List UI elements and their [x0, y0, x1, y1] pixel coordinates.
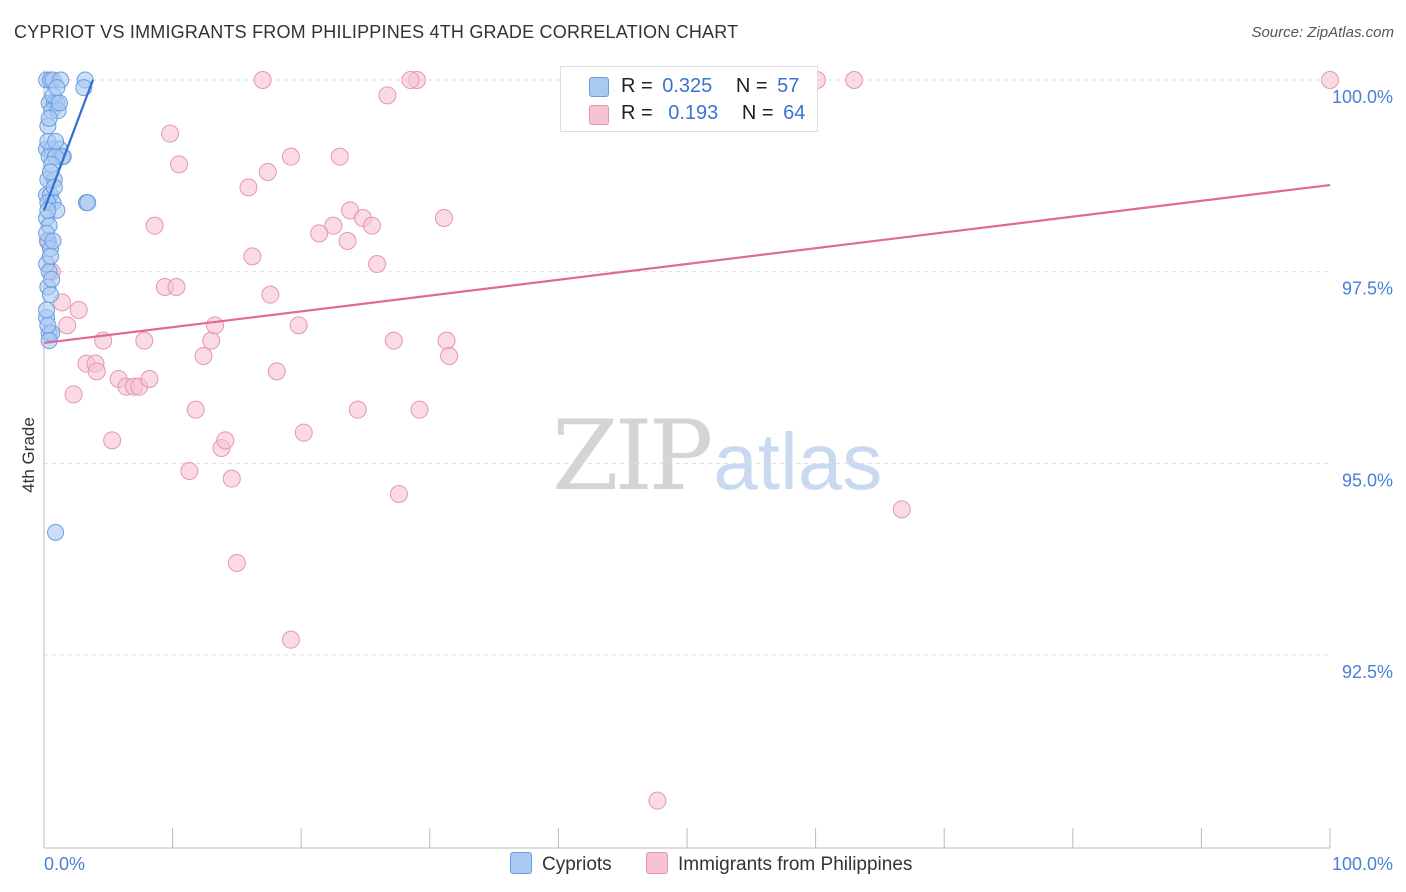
- philippines-point: [206, 316, 225, 335]
- chart-title: CYPRIOT VS IMMIGRANTS FROM PHILIPPINES 4…: [14, 22, 739, 42]
- cypriots-point: [79, 194, 97, 212]
- philippines-point: [845, 71, 864, 89]
- philippines-point: [258, 163, 277, 181]
- philippines-point: [58, 316, 77, 335]
- cypriots-n-value: 57: [777, 75, 800, 97]
- legend-philippines-swatch: [646, 852, 668, 874]
- cypriots-stats-row: R = 0.325 N = 57: [621, 75, 799, 98]
- legend-philippines-label: Immigrants from Philippines: [678, 854, 913, 875]
- philippines-point: [167, 278, 186, 296]
- philippines-point: [324, 216, 343, 235]
- philippines-point: [892, 500, 911, 519]
- cypriots-point: [50, 94, 68, 112]
- philippines-point: [440, 347, 459, 365]
- stats-legend: R = 0.325 N = 57 R = 0.193 N = 64: [560, 66, 818, 132]
- watermark-atlas: atlas: [713, 417, 883, 506]
- philippines-point: [222, 469, 241, 488]
- philippines-point: [384, 331, 403, 350]
- cypriots-point: [47, 523, 65, 541]
- philippines-point: [362, 216, 381, 235]
- philippines-point: [434, 209, 453, 227]
- legend-philippines[interactable]: Immigrants from Philippines: [646, 852, 912, 876]
- philippines-point: [294, 423, 313, 442]
- philippines-point: [310, 224, 329, 243]
- y-tick-label: 92.5%: [1342, 662, 1393, 682]
- y-axis-label: 4th Grade: [19, 417, 38, 493]
- philippines-point: [437, 331, 456, 350]
- legend-cypriots-swatch: [510, 852, 532, 874]
- philippines-point: [261, 285, 280, 304]
- philippines-stats-row: R = 0.193 N = 64: [621, 102, 805, 125]
- cypriots-point: [47, 132, 65, 150]
- axes: [43, 70, 1331, 849]
- philippines-point: [253, 71, 272, 89]
- watermark-zip: ZIP: [552, 400, 713, 512]
- philippines-point: [348, 400, 367, 419]
- watermark: ZIPatlas: [552, 400, 882, 512]
- philippines-point: [135, 331, 154, 350]
- cypriots-point: [44, 232, 62, 250]
- y-tick-label: 100.0%: [1332, 87, 1393, 107]
- cypriots-r-value: 0.325: [662, 75, 713, 97]
- philippines-point: [401, 71, 420, 89]
- philippines-point: [145, 216, 164, 235]
- philippines-trend-line: [43, 183, 1331, 345]
- philippines-r-label: R =: [621, 102, 653, 124]
- cypriots-point: [41, 286, 59, 304]
- philippines-point: [389, 485, 408, 503]
- philippines-swatch: [589, 105, 609, 125]
- philippines-point: [69, 301, 88, 319]
- philippines-point: [170, 155, 189, 174]
- cypriots-point: [48, 79, 66, 97]
- philippines-point: [267, 362, 286, 381]
- philippines-point: [378, 86, 397, 105]
- philippines-point: [227, 554, 246, 572]
- cypriots-point: [41, 247, 59, 265]
- philippines-point: [1321, 71, 1339, 89]
- cypriots-point: [38, 301, 56, 319]
- cypriots-trend-line: [42, 79, 94, 211]
- legend-cypriots[interactable]: Cypriots: [510, 852, 612, 876]
- cypriots-swatch: [589, 77, 609, 97]
- philippines-point: [87, 362, 106, 381]
- philippines-point: [194, 347, 213, 365]
- philippines-point: [161, 124, 180, 143]
- philippines-r-value: 0.193: [668, 102, 719, 124]
- philippines-point: [202, 331, 221, 350]
- philippines-point: [338, 232, 357, 250]
- cypriots-point: [39, 316, 57, 334]
- philippines-point: [410, 400, 429, 419]
- philippines-point: [140, 370, 159, 388]
- philippines-point: [180, 462, 199, 480]
- philippines-point: [281, 147, 300, 166]
- cypriots-point: [39, 201, 57, 219]
- philippines-point: [368, 255, 387, 273]
- axis-labels: 92.5% 95.0% 97.5% 100.0% 0.0% 100.0% 4th Grade: [19, 87, 1393, 874]
- y-tick-label: 97.5%: [1342, 279, 1393, 299]
- cypriots-point: [43, 270, 61, 288]
- x-tick-label: 100.0%: [1332, 854, 1393, 874]
- philippines-point: [239, 178, 258, 197]
- philippines-point: [186, 400, 205, 419]
- philippines-n-label: N =: [741, 102, 774, 124]
- philippines-point: [289, 316, 308, 335]
- legend-cypriots-label: Cypriots: [542, 854, 612, 875]
- philippines-point: [243, 247, 262, 266]
- philippines-point: [281, 630, 300, 649]
- philippines-point: [216, 431, 235, 450]
- trend-lines: [42, 79, 1331, 345]
- philippines-point: [103, 431, 122, 450]
- x-tick-label: 0.0%: [44, 854, 85, 874]
- cypriots-point: [40, 109, 58, 127]
- y-tick-label: 95.0%: [1342, 470, 1393, 490]
- philippines-point: [64, 385, 83, 404]
- cypriots-n-label: N =: [735, 75, 768, 97]
- philippines-point: [330, 147, 349, 166]
- cypriots-r-label: R =: [621, 75, 653, 97]
- source-label: Source: ZipAtlas.com: [1251, 24, 1394, 41]
- philippines-points: [38, 71, 1339, 810]
- philippines-n-value: 64: [783, 102, 806, 124]
- philippines-point: [648, 791, 667, 810]
